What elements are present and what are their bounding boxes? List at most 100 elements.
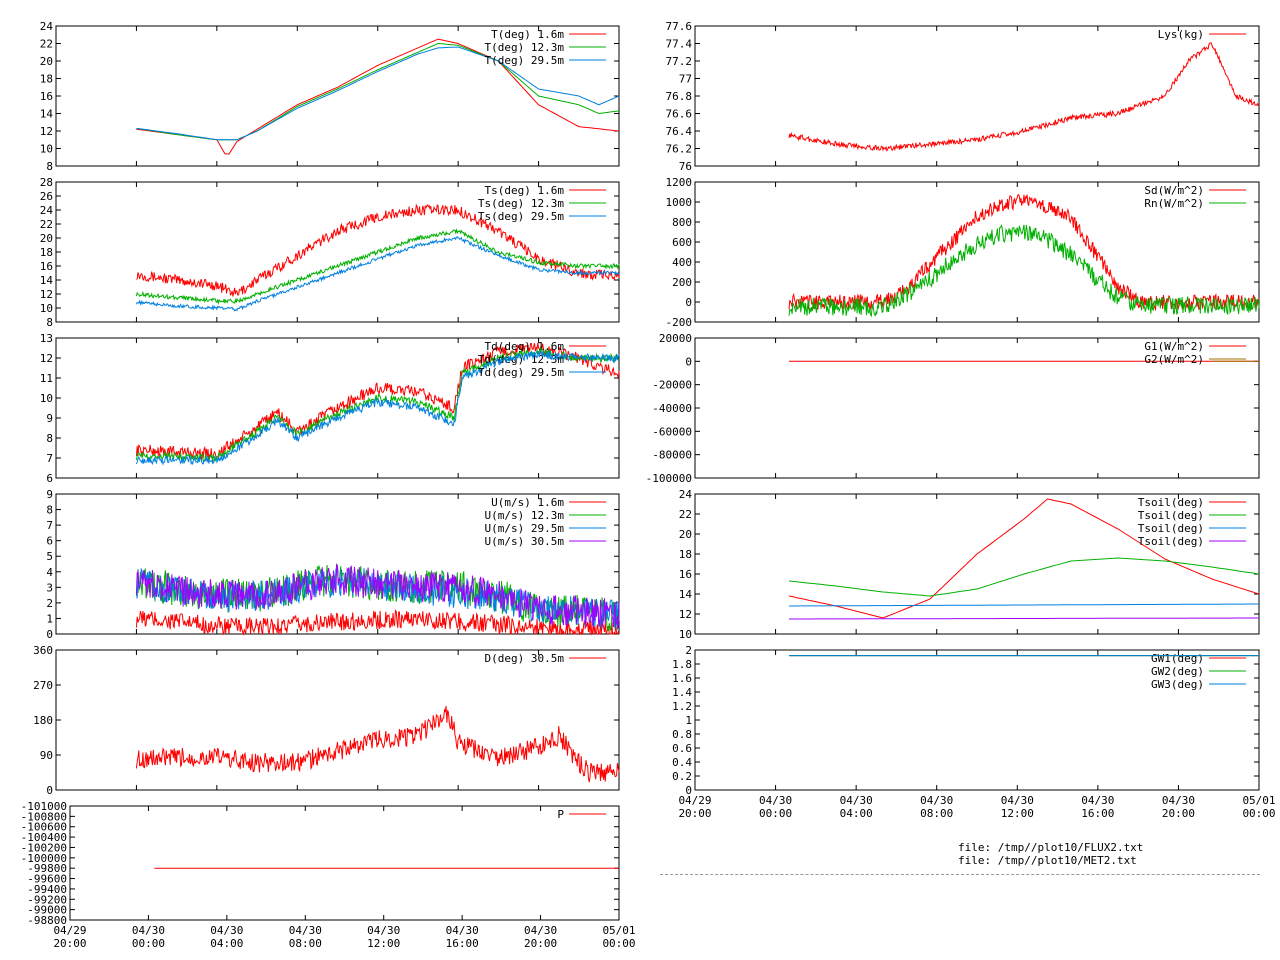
- y-tick-label: 0.4: [672, 756, 692, 769]
- y-tick-label: 0: [685, 296, 692, 309]
- legend-label: Tsoil(deg): [1138, 509, 1204, 522]
- separator-line: [660, 874, 1260, 875]
- y-tick-label: -100400: [21, 831, 67, 844]
- x-tick-label-time: 20:00: [524, 937, 557, 950]
- y-tick-label: 6: [46, 535, 53, 548]
- y-tick-label: 20: [40, 232, 53, 245]
- y-tick-label: 360: [33, 644, 53, 657]
- legend-label: GW1(deg): [1151, 652, 1204, 665]
- series-line: [789, 617, 1259, 620]
- x-tick-label-date: 04/30: [1001, 794, 1034, 807]
- x-tick-label-date: 04/30: [446, 924, 479, 937]
- series-line: [788, 224, 1260, 318]
- y-tick-label: 77.2: [666, 55, 693, 68]
- series-line: [788, 557, 1260, 597]
- legend-label: T(deg) 1.6m: [491, 28, 564, 41]
- y-tick-label: -99000: [27, 904, 67, 917]
- y-tick-label: 10: [40, 392, 53, 405]
- x-tick-label-time: 00:00: [759, 807, 792, 820]
- y-tick-label: 77: [679, 73, 692, 86]
- x-tick-label-time: 08:00: [289, 937, 322, 950]
- plot-frame: [55, 493, 620, 635]
- x-tick-label-time: 00:00: [132, 937, 165, 950]
- legend-label: Tsoil(deg): [1138, 522, 1204, 535]
- x-tick-label-time: 04:00: [840, 807, 873, 820]
- y-tick-label: 3: [46, 581, 53, 594]
- series-line: [788, 42, 1259, 152]
- y-tick-label: 10: [40, 143, 53, 156]
- legend-label: Ts(deg) 29.5m: [478, 210, 564, 223]
- y-tick-label: 400: [672, 256, 692, 269]
- plot-frame: [55, 649, 620, 791]
- x-tick-label-time: 16:00: [1081, 807, 1114, 820]
- legend-label: Lys(kg): [1158, 28, 1204, 41]
- x-tick-label-date: 04/30: [132, 924, 165, 937]
- y-tick-label: 77.6: [666, 20, 693, 33]
- y-tick-label: 76.6: [666, 108, 693, 121]
- y-tick-label: 28: [40, 176, 53, 189]
- legend-label: Td(deg) 1.6m: [485, 340, 565, 353]
- legend-label: Tsoil(deg): [1138, 535, 1204, 548]
- y-tick-label: -99200: [27, 893, 67, 906]
- x-tick-label-date: 04/30: [210, 924, 243, 937]
- series-line: [135, 563, 620, 629]
- y-tick-label: 6: [46, 472, 53, 485]
- legend-label: D(deg) 30.5m: [485, 652, 565, 665]
- y-tick-label: 16: [40, 260, 53, 273]
- chart-p: -98800-99000-99200-99400-99600-99800-100…: [21, 800, 636, 950]
- y-tick-label: 800: [672, 216, 692, 229]
- x-tick-label-time: 08:00: [920, 807, 953, 820]
- y-tick-label: -99400: [27, 883, 67, 896]
- series-line: [135, 236, 620, 312]
- y-tick-label: 13: [40, 332, 53, 345]
- y-tick-label: 10: [40, 302, 53, 315]
- file-info: file: /tmp//plot10/FLUX2.txt file: /tmp//…: [958, 841, 1143, 867]
- legend-label: GW2(deg): [1151, 665, 1204, 678]
- legend-label: U(m/s) 1.6m: [491, 496, 564, 509]
- plot-frame: [69, 805, 620, 921]
- series-line: [789, 603, 1259, 607]
- y-tick-label: 14: [679, 588, 693, 601]
- y-tick-label: 1000: [666, 196, 693, 209]
- legend-label: Tsoil(deg): [1138, 496, 1204, 509]
- y-tick-label: -100000: [646, 472, 692, 485]
- y-tick-label: 24: [40, 20, 54, 33]
- legend-label: Td(deg) 29.5m: [478, 366, 564, 379]
- series-line: [135, 342, 620, 461]
- chart-tsoil: 1012141618202224Tsoil(deg)Tsoil(deg)Tsoi…: [679, 488, 1260, 641]
- y-tick-label: 24: [40, 204, 54, 217]
- y-tick-label: 5: [46, 550, 53, 563]
- x-tick-label-date: 05/01: [1242, 794, 1275, 807]
- y-tick-label: 18: [679, 548, 692, 561]
- legend-label: Sd(W/m^2): [1144, 184, 1204, 197]
- y-tick-label: -100800: [21, 810, 67, 823]
- y-tick-label: 0: [46, 628, 53, 641]
- y-tick-label: 0: [685, 784, 692, 797]
- y-tick-label: -98800: [27, 914, 67, 927]
- y-tick-label: 4: [46, 566, 53, 579]
- x-tick-label-date: 04/30: [1162, 794, 1195, 807]
- y-tick-label: 1.4: [672, 686, 692, 699]
- x-tick-label-time: 12:00: [367, 937, 400, 950]
- series-line: [135, 609, 620, 636]
- plot-frame: [694, 493, 1260, 635]
- series-line: [135, 705, 620, 783]
- y-tick-label: 14: [40, 274, 54, 287]
- y-tick-label: -40000: [652, 402, 692, 415]
- x-tick-label-time: 12:00: [1001, 807, 1034, 820]
- chart-g: -100000 -80000 -60000 -40000 -20000 0 20000 G1(…: [646, 332, 1260, 485]
- x-tick-label-time: 04:00: [210, 937, 243, 950]
- y-tick-label: -99800: [27, 862, 67, 875]
- series-line: [788, 498, 1260, 619]
- y-tick-label: 12: [40, 352, 53, 365]
- y-tick-label: -80000: [652, 449, 692, 462]
- x-tick-label-time: 00:00: [602, 937, 635, 950]
- y-tick-label: 18: [40, 246, 53, 259]
- chart-d: 0 90 180 270 360 D(deg) 30.5m: [33, 644, 620, 797]
- y-tick-label: 24: [679, 488, 693, 501]
- legend-label: G2(W/m^2): [1144, 353, 1204, 366]
- legend-label: Rn(W/m^2): [1144, 197, 1204, 210]
- y-tick-label: 1: [685, 714, 692, 727]
- series-line: [788, 193, 1260, 312]
